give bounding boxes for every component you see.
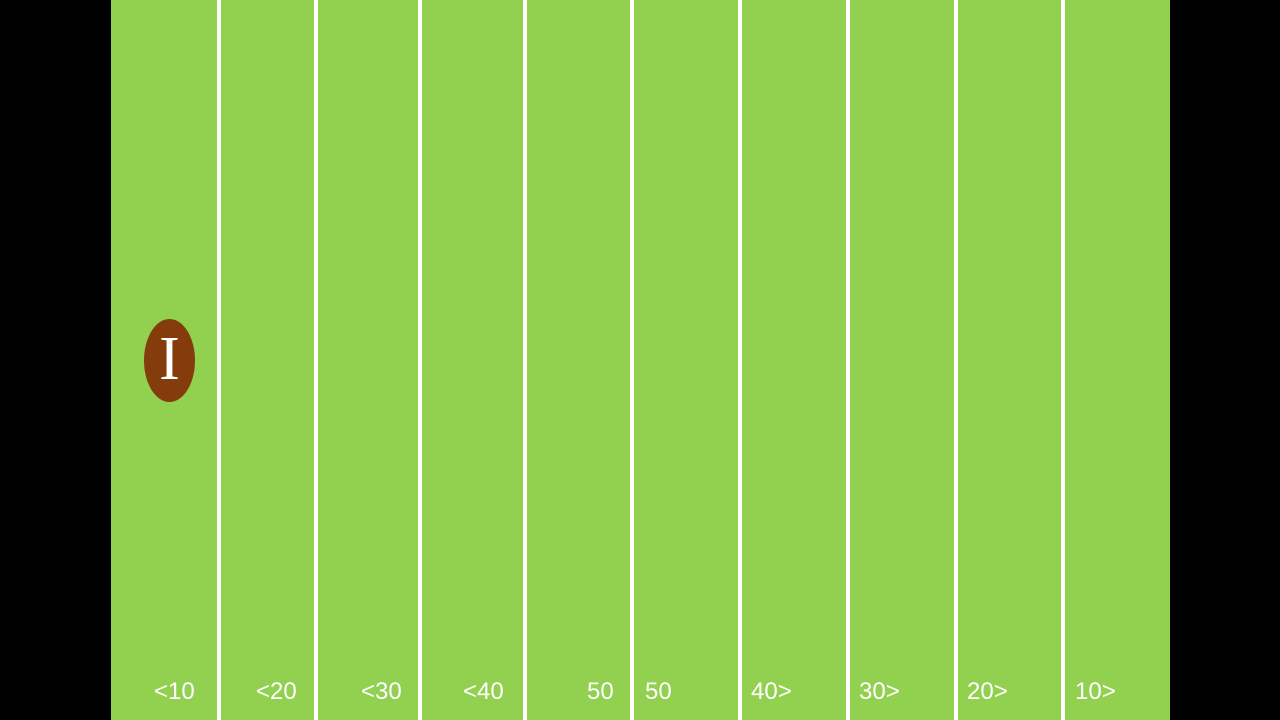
yard-line-40-right <box>738 0 742 720</box>
yard-label-left-50: 50 <box>587 678 614 705</box>
yard-label-right-50: 50 <box>645 678 672 705</box>
football-field: <10 <20 <30 <40 50 50 40> 30> 20> 10> <box>111 0 1170 720</box>
yard-line-10-right <box>1061 0 1065 720</box>
yard-label-right-10: 10> <box>1075 678 1116 705</box>
yard-line-10 <box>217 0 221 720</box>
football-token[interactable]: I <box>144 319 195 402</box>
yard-line-20-right <box>954 0 958 720</box>
yard-label-left-10: <10 <box>154 678 195 705</box>
yard-label-right-20: 20> <box>967 678 1008 705</box>
football-letter: I <box>159 324 180 393</box>
yard-line-30 <box>418 0 422 720</box>
yard-line-20 <box>314 0 318 720</box>
yard-line-40 <box>523 0 527 720</box>
yard-line-30-right <box>846 0 850 720</box>
yard-label-left-30: <30 <box>361 678 402 705</box>
yard-label-right-30: 30> <box>859 678 900 705</box>
yard-label-left-40: <40 <box>463 678 504 705</box>
yard-line-50 <box>630 0 634 720</box>
yard-label-left-20: <20 <box>256 678 297 705</box>
yard-label-right-40: 40> <box>751 678 792 705</box>
